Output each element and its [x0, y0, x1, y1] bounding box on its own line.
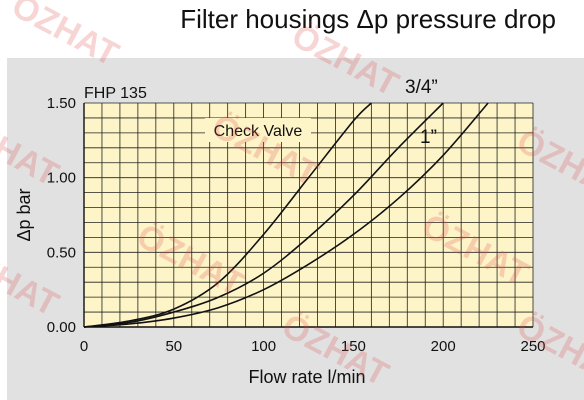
series-label-1-inch: 1” [420, 127, 437, 148]
y-tick-label: 1.00 [47, 170, 76, 187]
x-axis-label: Flow rate l/min [248, 367, 365, 387]
y-tick-label: 0.50 [47, 244, 76, 261]
x-tick-label: 150 [341, 338, 366, 355]
x-tick-label: 0 [80, 338, 88, 355]
y-tick-label: 0.00 [47, 319, 76, 336]
y-axis-label: Δp bar [14, 188, 34, 241]
series-line-3 [83, 102, 489, 328]
watermark-text: ÖZHAT [286, 17, 405, 104]
annotation-box [205, 118, 311, 142]
y-tick-label: 1.50 [47, 95, 76, 112]
watermark-text: ÖZHAT [6, 0, 125, 74]
x-tick-label: 250 [520, 338, 545, 355]
check-valve-annotation: Check Valve [214, 123, 303, 140]
x-tick-label: 200 [431, 338, 456, 355]
series-label-3-4-inch: 3/4” [405, 77, 438, 98]
series-line-1 [83, 102, 372, 328]
x-tick-label: 50 [165, 338, 182, 355]
page-title: Filter housings Δp pressure drop [180, 4, 556, 34]
model-label: FHP 135 [84, 85, 147, 102]
series-line-2 [83, 102, 444, 328]
x-tick-label: 100 [251, 338, 276, 355]
